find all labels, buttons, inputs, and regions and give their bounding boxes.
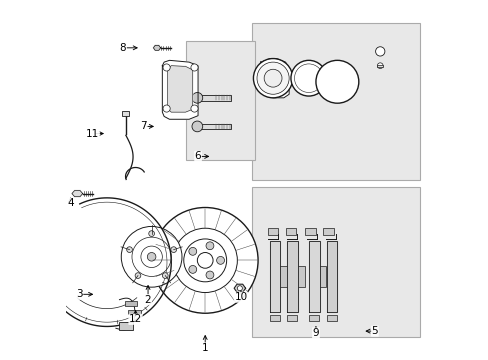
Bar — [287, 315, 297, 321]
Circle shape — [163, 64, 170, 71]
Polygon shape — [260, 59, 288, 98]
Bar — [185, 41, 255, 160]
Text: 7: 7 — [140, 121, 147, 131]
Circle shape — [315, 60, 358, 103]
Circle shape — [126, 247, 132, 252]
Circle shape — [377, 63, 382, 68]
Polygon shape — [326, 241, 337, 312]
Bar — [197, 123, 231, 129]
Circle shape — [257, 62, 288, 94]
Polygon shape — [287, 241, 298, 312]
Circle shape — [294, 64, 323, 93]
Polygon shape — [234, 284, 245, 292]
Polygon shape — [269, 241, 280, 312]
Text: 5: 5 — [371, 326, 377, 336]
Circle shape — [205, 271, 213, 279]
Circle shape — [237, 286, 242, 291]
Circle shape — [188, 247, 196, 255]
Bar — [124, 301, 137, 306]
Bar — [326, 315, 336, 321]
Bar — [251, 187, 419, 337]
Circle shape — [188, 265, 196, 273]
Circle shape — [205, 242, 213, 250]
Circle shape — [162, 273, 168, 278]
Bar — [280, 266, 286, 287]
Circle shape — [197, 252, 213, 268]
Bar — [319, 266, 325, 287]
Circle shape — [147, 252, 156, 261]
Circle shape — [375, 47, 384, 56]
Circle shape — [190, 105, 198, 112]
Bar — [119, 322, 133, 330]
Text: 4: 4 — [67, 198, 74, 208]
Text: 10: 10 — [234, 292, 247, 302]
Polygon shape — [167, 66, 192, 112]
Bar — [251, 23, 419, 180]
Bar — [267, 228, 278, 235]
Bar — [298, 266, 304, 287]
Bar — [308, 315, 318, 321]
Polygon shape — [72, 190, 82, 197]
Text: 12: 12 — [129, 314, 142, 324]
Circle shape — [290, 60, 326, 96]
Circle shape — [190, 64, 198, 71]
Circle shape — [192, 93, 203, 103]
Circle shape — [253, 59, 292, 98]
Bar — [269, 315, 279, 321]
Circle shape — [121, 226, 182, 287]
Text: 1: 1 — [202, 343, 208, 353]
Polygon shape — [308, 241, 319, 312]
Circle shape — [192, 121, 203, 132]
Text: 8: 8 — [120, 43, 126, 53]
Circle shape — [170, 247, 176, 252]
Text: 3: 3 — [76, 289, 82, 299]
Text: 6: 6 — [194, 152, 201, 161]
Bar — [128, 310, 141, 314]
Circle shape — [163, 105, 170, 112]
Bar — [285, 228, 296, 235]
Bar — [197, 95, 231, 101]
Text: 2: 2 — [144, 295, 151, 305]
Circle shape — [135, 273, 141, 278]
Circle shape — [148, 231, 154, 237]
Bar — [122, 111, 129, 116]
Circle shape — [216, 256, 224, 264]
Circle shape — [183, 239, 226, 282]
Circle shape — [141, 246, 162, 267]
Polygon shape — [162, 60, 198, 119]
Bar — [305, 228, 315, 235]
Text: 11: 11 — [86, 129, 99, 139]
Polygon shape — [153, 45, 160, 50]
Circle shape — [132, 237, 171, 276]
Circle shape — [264, 69, 282, 87]
Circle shape — [173, 228, 237, 293]
Bar — [323, 228, 333, 235]
Text: 9: 9 — [312, 328, 319, 338]
Bar — [377, 64, 382, 67]
Circle shape — [152, 207, 258, 313]
